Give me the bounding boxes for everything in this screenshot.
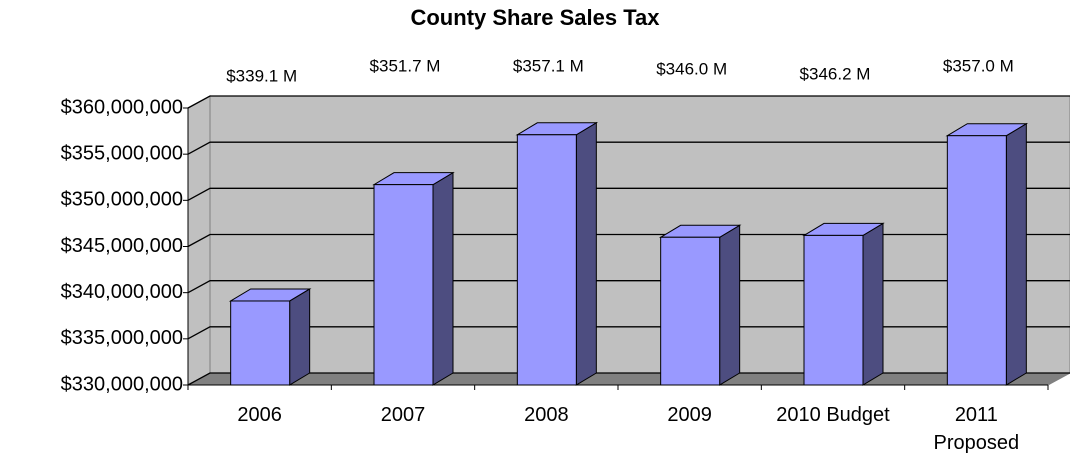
value-label: $357.1 M (513, 56, 584, 75)
grid-line (187, 280, 1070, 294)
bar-side (719, 224, 741, 386)
bar (803, 234, 864, 386)
value-label: $357.0 M (943, 56, 1014, 75)
y-tick-label: $330,000,000 (61, 373, 183, 395)
value-label: $339.1 M (226, 66, 297, 85)
bar (660, 236, 721, 386)
y-tick-label: $350,000,000 (61, 189, 183, 211)
bar-side (289, 288, 311, 386)
floor (187, 372, 1070, 386)
bar-side (432, 171, 454, 386)
y-tick-label: $345,000,000 (61, 235, 183, 257)
grid-line (187, 372, 1070, 386)
y-tick-label: $340,000,000 (61, 281, 183, 303)
x-tick-label: 2010 Budget (776, 404, 890, 426)
value-label: $346.2 M (800, 64, 871, 83)
value-label: $351.7 M (370, 56, 441, 75)
bar (230, 300, 291, 386)
chart-title: County Share Sales Tax (410, 5, 660, 30)
y-tick-label: $335,000,000 (61, 327, 183, 349)
y-tick-label: $360,000,000 (61, 96, 183, 118)
bar (516, 134, 577, 386)
x-tick-label: 2008 (524, 404, 569, 426)
x-tick-label: 2009 (667, 404, 712, 426)
bar-side (1005, 122, 1027, 386)
bar-side (575, 121, 597, 386)
x-tick-label: 2007 (380, 404, 426, 426)
grid-line (187, 95, 1070, 109)
grid-line (187, 233, 1070, 248)
bar (373, 184, 434, 386)
bar-side (862, 222, 884, 386)
grid-line (187, 141, 1070, 155)
grid-line (187, 326, 1070, 340)
x-tick-label: 2011 Proposed (933, 404, 1020, 454)
y-tick-label: $355,000,000 (61, 142, 183, 164)
value-label: $346.0 M (656, 59, 727, 78)
bar (946, 135, 1007, 386)
grid-line (187, 187, 1070, 201)
x-tick-label: 2006 (237, 404, 282, 426)
